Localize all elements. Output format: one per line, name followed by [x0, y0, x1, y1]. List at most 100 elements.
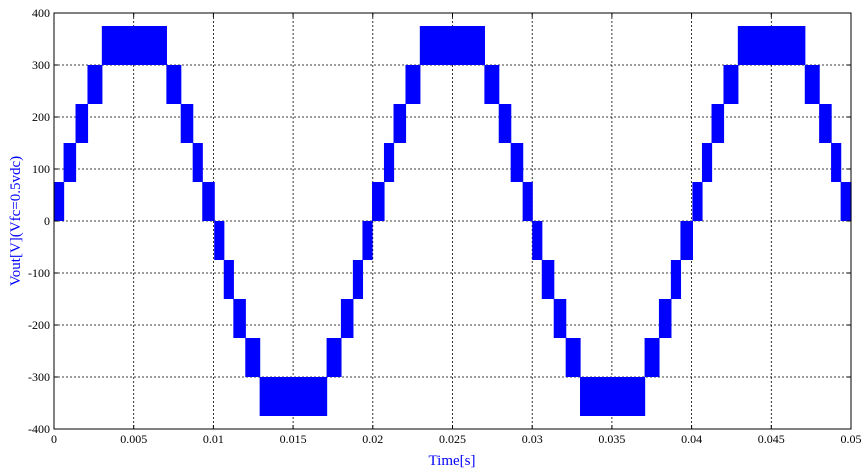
waveform-segment [790, 26, 794, 65]
x-tick-label: 0.01 [203, 432, 224, 446]
waveform-segment [792, 26, 796, 65]
waveform-segment [608, 377, 612, 416]
waveform-segment [725, 65, 729, 104]
waveform-segment [374, 182, 378, 221]
waveform-segment [687, 221, 691, 260]
waveform-segment [262, 377, 266, 416]
waveform-segment [570, 338, 574, 377]
y-tick-label: 300 [32, 58, 50, 72]
x-tick-label: 0.04 [681, 432, 702, 446]
waveform-segment [159, 26, 163, 65]
waveform-segment [575, 338, 579, 377]
waveform-segment [807, 65, 811, 104]
waveform-segment [721, 104, 725, 143]
waveform-segment [321, 377, 325, 416]
waveform-segment [386, 143, 390, 182]
waveform-segment [663, 299, 667, 338]
waveform-segment [458, 26, 462, 65]
waveform-segment [278, 377, 282, 416]
y-tick-label: 400 [32, 6, 50, 20]
x-tick-label: 0.035 [598, 432, 625, 446]
waveform-segment [376, 182, 380, 221]
waveform-segment [426, 26, 430, 65]
waveform-segment [312, 377, 316, 416]
waveform-segment [204, 182, 208, 221]
waveform-segment [391, 143, 395, 182]
waveform-segment [412, 65, 416, 104]
waveform-segment [190, 104, 194, 143]
waveform-segment [152, 26, 156, 65]
waveform-segment [467, 26, 471, 65]
x-tick-label: 0.05 [841, 432, 862, 446]
waveform-segment [276, 377, 280, 416]
waveform-segment [130, 26, 134, 65]
waveform-segment [627, 377, 631, 416]
waveform-segment [568, 338, 572, 377]
waveform-segment [606, 377, 610, 416]
waveform-segment [97, 65, 101, 104]
waveform-segment [252, 338, 256, 377]
waveform-segment [438, 26, 442, 65]
waveform-segment [364, 221, 368, 260]
waveform-segment [744, 26, 748, 65]
waveform-segment [393, 104, 397, 143]
waveform-segment [307, 377, 311, 416]
waveform-segment [560, 299, 564, 338]
waveform-segment [233, 299, 237, 338]
waveform-segment [783, 26, 787, 65]
waveform-segment [264, 377, 268, 416]
waveform-segment [338, 338, 342, 377]
waveform-segment [551, 260, 555, 299]
waveform-segment [768, 26, 772, 65]
waveform-segment [479, 26, 483, 65]
waveform-segment [326, 338, 330, 377]
waveform-segment [178, 65, 182, 104]
waveform-segment [843, 182, 847, 221]
waveform-segment [80, 104, 84, 143]
waveform-segment [701, 143, 705, 182]
waveform-segment [92, 65, 96, 104]
waveform-segment [690, 221, 693, 260]
waveform-segment [135, 26, 139, 65]
waveform-segment [754, 26, 758, 65]
waveform-segment [293, 377, 297, 416]
waveform-segment [623, 377, 627, 416]
waveform-segment [823, 104, 827, 143]
waveform-segment [670, 260, 674, 299]
waveform-segment [742, 26, 746, 65]
waveform-segment [651, 338, 655, 377]
waveform-segment [527, 182, 531, 221]
waveform-segment [709, 143, 713, 182]
waveform-segment [395, 104, 399, 143]
waveform-segment [419, 26, 423, 65]
y-tick-label: 0 [44, 214, 50, 228]
waveform-segment [207, 182, 211, 221]
waveform-segment [348, 299, 352, 338]
waveform-segment [137, 26, 141, 65]
waveform-segment [434, 26, 438, 65]
waveform-segment [756, 26, 760, 65]
waveform-segment [749, 26, 753, 65]
waveform-segment [603, 377, 607, 416]
waveform-segment [453, 26, 457, 65]
x-tick-label: 0.015 [280, 432, 307, 446]
x-tick-label: 0.005 [120, 432, 147, 446]
waveform-segment [187, 104, 191, 143]
waveform-segment [319, 377, 323, 416]
x-tick-label: 0.045 [758, 432, 785, 446]
waveform-segment [771, 26, 775, 65]
waveform-segment [410, 65, 414, 104]
waveform-segment [429, 26, 433, 65]
waveform-segment [431, 26, 435, 65]
waveform-segment [773, 26, 777, 65]
waveform-segment [465, 26, 469, 65]
waveform-segment [324, 377, 328, 416]
y-tick-label: -300 [28, 370, 50, 384]
waveform-segment [362, 221, 366, 260]
waveform-segment [615, 377, 619, 416]
waveform-segment [666, 299, 670, 338]
ticks: 0 0.005 0.01 0.015 0.02 0.025 0.03 0.035 0.04 0.0… [28, 6, 862, 446]
waveform-segment [611, 377, 615, 416]
waveform-segment [599, 377, 603, 416]
waveform-segment [180, 104, 184, 143]
